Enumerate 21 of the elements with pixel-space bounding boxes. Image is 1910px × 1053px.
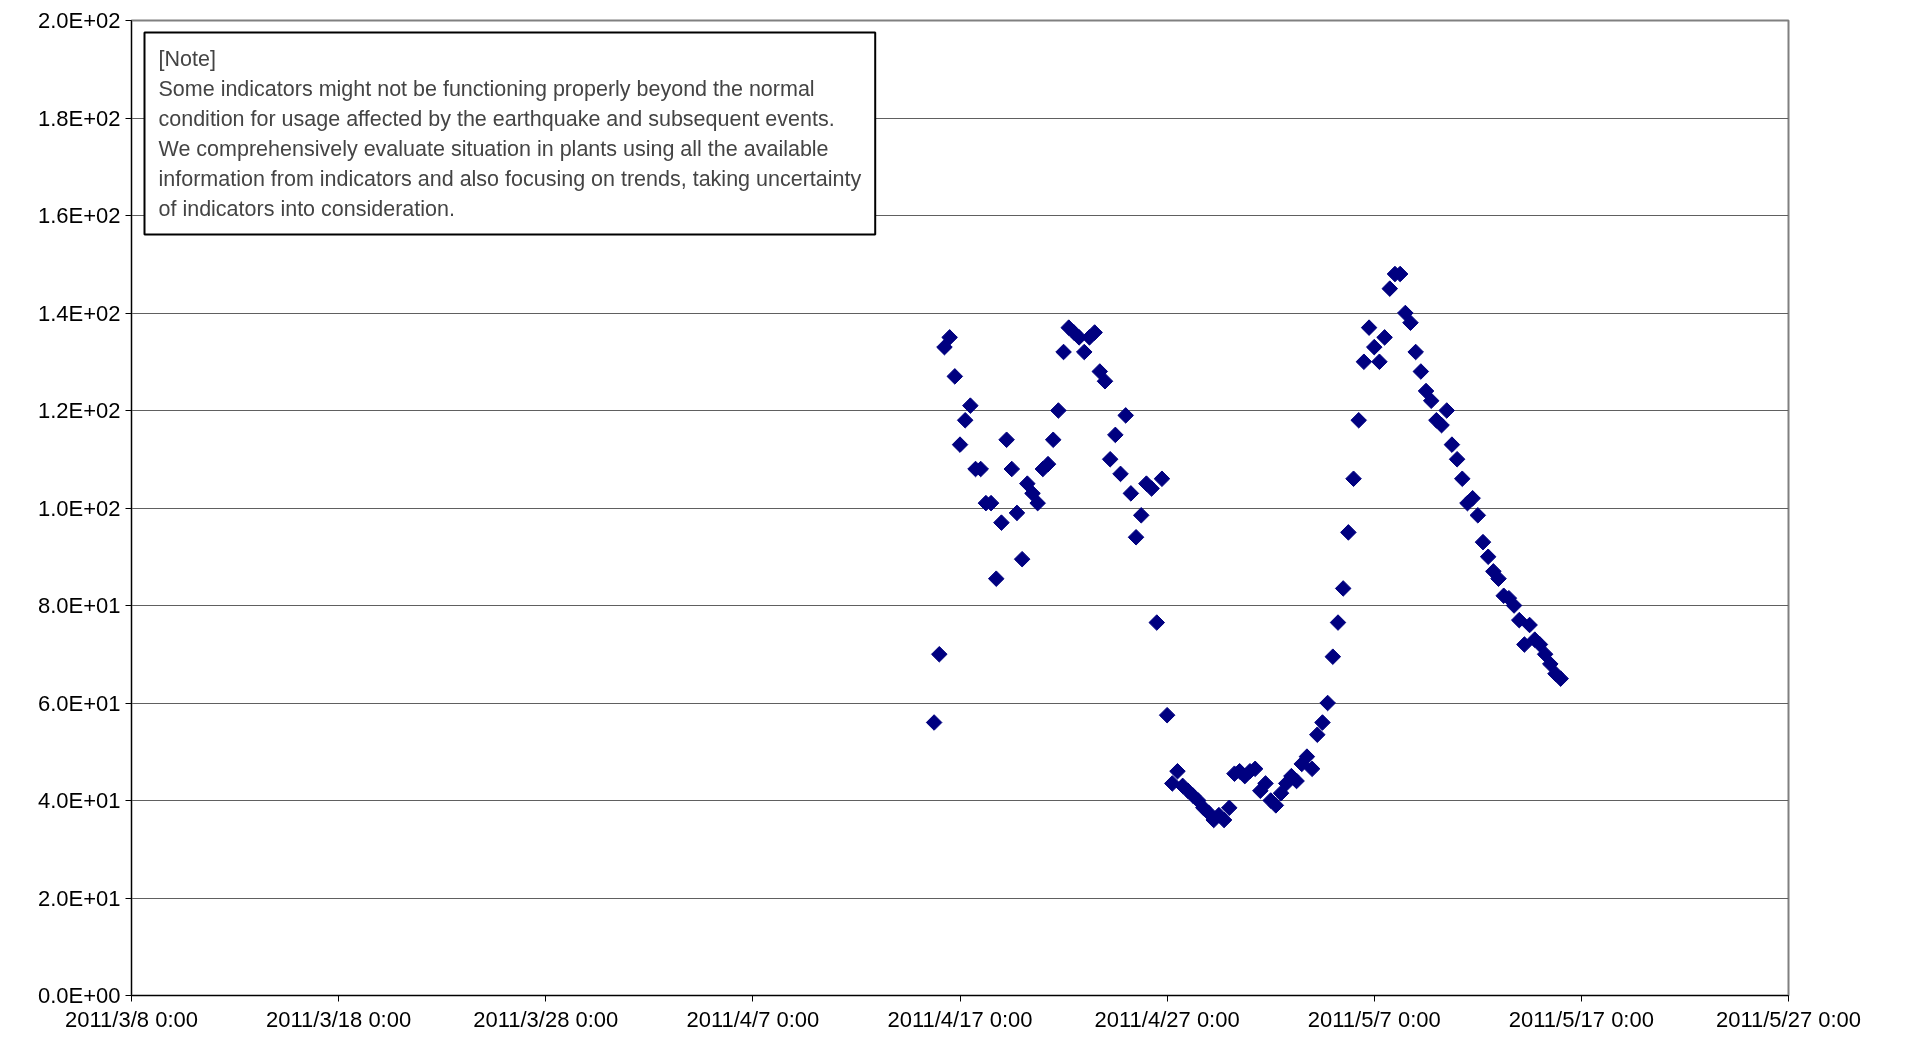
x-tick-label: 2011/5/7 0:00	[1307, 1006, 1441, 1032]
y-tick-label: 0.0E+00	[37, 983, 121, 1008]
y-tick-label: 2.0E+02	[37, 8, 121, 33]
y-tick-label: 1.4E+02	[37, 300, 121, 326]
y-tick-label: 6.0E+01	[37, 690, 121, 716]
y-tick-label: 4.0E+01	[37, 788, 121, 813]
x-tick-label: 2011/3/8 0:00	[65, 1006, 198, 1032]
y-tick-label: 2.0E+01	[37, 885, 121, 911]
y-tick-label: 1.0E+02	[37, 495, 121, 521]
y-tick-label: 1.8E+02	[37, 105, 121, 131]
y-tick-label: 8.0E+01	[37, 593, 121, 618]
x-tick-label: 2011/3/18 0:00	[266, 1006, 412, 1032]
y-tick-label: 1.2E+02	[37, 398, 121, 423]
x-tick-label: 2011/5/17 0:00	[1508, 1006, 1654, 1032]
x-tick-label: 2011/4/7 0:00	[686, 1006, 820, 1032]
x-tick-label: 2011/5/27 0:00	[1715, 1006, 1862, 1032]
x-tick-label: 2011/4/27 0:00	[1094, 1006, 1240, 1032]
x-tick-label: 2011/3/28 0:00	[473, 1006, 619, 1032]
annotation: [Note] Some indicators might not be functioning properly beyond the normal condition for usage affected by the earthquake and subsequent events. We comprehensively evaluate situation in plants using all the available information from indicators and also focusing on trends, taking uncertainty of indicators into consideration.	[158, 46, 862, 221]
x-tick-label: 2011/4/17 0:00	[887, 1006, 1033, 1032]
y-tick-label: 1.6E+02	[37, 203, 121, 228]
